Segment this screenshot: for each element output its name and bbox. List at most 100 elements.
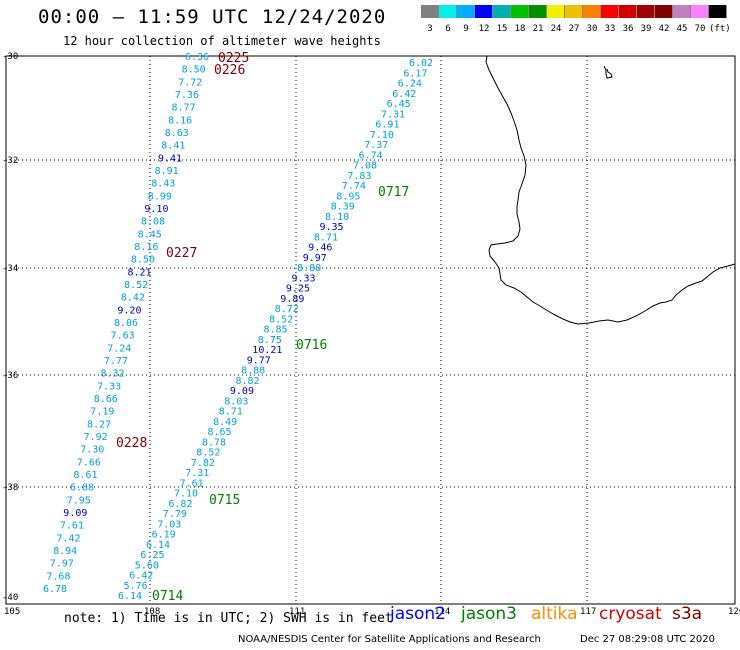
right-track-value: 6.17 xyxy=(403,68,427,79)
color-scale-label: 36 xyxy=(622,24,634,34)
time-label-0227: 0227 xyxy=(166,246,197,261)
left-track-value: 8.94 xyxy=(53,546,77,557)
latitude-label: -32 xyxy=(2,156,18,166)
left-track-value: 9.41 xyxy=(158,153,182,164)
color-swatch xyxy=(709,5,727,18)
right-track-value: 6.24 xyxy=(398,79,422,90)
left-track-value: 7.68 xyxy=(46,571,70,582)
color-swatch xyxy=(511,5,529,18)
right-track-value: 9.46 xyxy=(308,243,332,254)
longitude-label: 108 xyxy=(144,607,160,617)
left-track-value: 7.77 xyxy=(104,356,128,367)
latitude-label: -34 xyxy=(2,264,18,274)
time-label-0714: 0714 xyxy=(152,589,183,604)
right-track-value: 7.03 xyxy=(157,519,181,530)
left-track-value: 8.42 xyxy=(121,293,145,304)
right-track-value: 8.95 xyxy=(336,191,360,202)
right-track-value: 6.42 xyxy=(129,571,153,582)
australia-coastline xyxy=(485,55,736,325)
left-track-value: 7.19 xyxy=(90,407,114,418)
right-track-value: 7.83 xyxy=(347,171,371,182)
right-track-value: 9.25 xyxy=(286,284,310,295)
left-track-value: 7.33 xyxy=(97,381,121,392)
color-scale-label: 24 xyxy=(550,24,562,34)
right-track-value: 8.88 xyxy=(241,366,265,377)
left-track-value: 8.66 xyxy=(94,394,118,405)
color-swatch xyxy=(565,5,583,18)
right-track-value: 7.10 xyxy=(174,489,198,500)
satellite-legend-altika: altika xyxy=(531,604,578,624)
page-subtitle: 12 hour collection of altimeter wave hei… xyxy=(63,34,381,48)
color-swatch xyxy=(529,5,547,18)
left-track-value: 6.78 xyxy=(43,584,67,595)
color-scale-label: 33 xyxy=(604,24,616,34)
right-track-value: 8.49 xyxy=(213,417,237,428)
left-track-value: 8.27 xyxy=(87,419,111,430)
footer-timestamp: Dec 27 08:29:08 UTC 2020 xyxy=(580,634,715,645)
left-track-value: 8.41 xyxy=(161,141,185,152)
color-swatch xyxy=(619,5,637,18)
latitude-label: -30 xyxy=(2,52,18,62)
inlet-coastline xyxy=(603,65,613,79)
right-track-value: 6.91 xyxy=(375,120,399,131)
left-track-value: 8.08 xyxy=(141,217,165,228)
right-track-value: 9.35 xyxy=(320,222,344,233)
latitude-label: -36 xyxy=(2,371,18,381)
left-track-value: 8.77 xyxy=(172,103,196,114)
color-scale-label: 39 xyxy=(640,24,652,34)
right-track-value: 7.31 xyxy=(381,109,405,120)
right-track-value: 10.21 xyxy=(252,345,282,356)
right-track-value: 7.79 xyxy=(163,509,187,520)
latitude-label: -38 xyxy=(2,483,18,493)
right-track-value: 5.60 xyxy=(135,560,159,571)
color-scale-label: 27 xyxy=(568,24,580,34)
left-track-value: 8.32 xyxy=(101,369,125,380)
left-track-value: 9.09 xyxy=(63,508,87,519)
left-track-value: 8.50 xyxy=(131,255,155,266)
left-track-value: 7.95 xyxy=(67,495,91,506)
right-track-value: 8.85 xyxy=(264,325,288,336)
color-swatch xyxy=(475,5,493,18)
right-track-value: 8.75 xyxy=(258,335,282,346)
right-track-value: 7.82 xyxy=(191,458,215,469)
latitude-label: -40 xyxy=(2,593,18,603)
left-track-value: 7.30 xyxy=(80,445,104,456)
left-track-value: 8.16 xyxy=(168,115,192,126)
longitude-label: 105 xyxy=(4,607,20,617)
longitude-label: 114 xyxy=(434,607,450,617)
left-track-value: 8.43 xyxy=(151,179,175,190)
color-swatch xyxy=(493,5,511,18)
left-track-value: 8.91 xyxy=(155,166,179,177)
longitude-label: 120 xyxy=(728,607,740,617)
right-track-value: 6.02 xyxy=(409,58,433,69)
right-track-value: 8.78 xyxy=(202,437,226,448)
right-track-value: 8.65 xyxy=(208,427,232,438)
left-track-value: 8.63 xyxy=(165,128,189,139)
right-track-value: 8.71 xyxy=(314,232,338,243)
left-track-value: 6.88 xyxy=(70,483,94,494)
right-track-value: 6.14 xyxy=(118,591,142,602)
right-track-value: 5.76 xyxy=(124,581,148,592)
right-track-value: 7.61 xyxy=(180,478,204,489)
color-scale-swatches xyxy=(421,5,727,18)
satellite-legend-jason3: jason3 xyxy=(461,604,517,624)
right-track-value: 7.31 xyxy=(185,468,209,479)
color-scale-label: 12 xyxy=(478,24,490,34)
color-swatch xyxy=(655,5,673,18)
right-track-value: 6.82 xyxy=(168,499,192,510)
left-track-value: 7.97 xyxy=(50,559,74,570)
left-track-value: 8.45 xyxy=(138,229,162,240)
color-swatch xyxy=(673,5,691,18)
left-track-value: 8.61 xyxy=(73,470,97,481)
right-track-value: 8.82 xyxy=(236,376,260,387)
color-swatch xyxy=(547,5,565,18)
left-track-value: 8.50 xyxy=(182,65,206,76)
color-scale-label: 6 xyxy=(445,24,451,34)
page-title: 00:00 – 11:59 UTC 12/24/2020 xyxy=(38,6,387,28)
right-track-value: 9.77 xyxy=(247,355,271,366)
right-track-value: 7.08 xyxy=(353,161,377,172)
right-track-value: 8.52 xyxy=(196,448,220,459)
color-scale-label: 18 xyxy=(514,24,526,34)
color-scale-legend: 3 6 9 12 15 18 21 24 27 30 33 36 39 42 45 70 (ft) xyxy=(421,5,731,34)
color-scale-label: 42 xyxy=(658,24,670,34)
